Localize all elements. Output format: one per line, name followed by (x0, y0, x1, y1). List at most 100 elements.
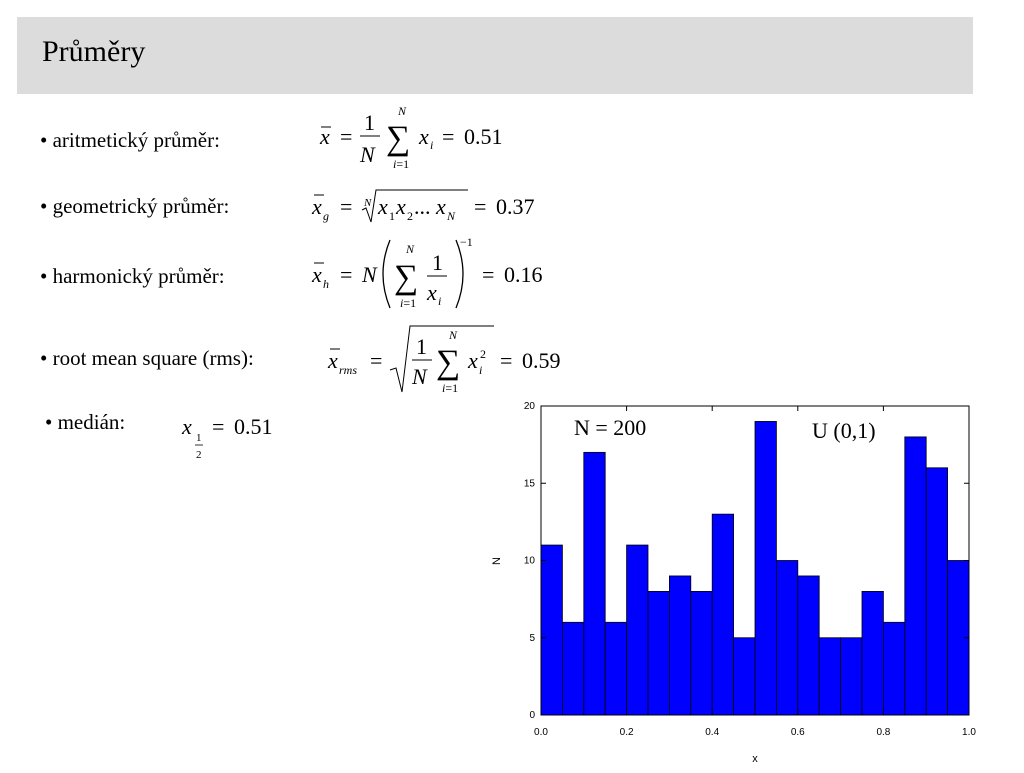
svg-text:1: 1 (364, 110, 375, 135)
svg-text:=: = (442, 124, 454, 149)
svg-text:=: = (474, 194, 486, 219)
x-tick-label: 0.6 (791, 727, 805, 738)
svg-text:2: 2 (407, 209, 413, 223)
bullet-geometric-mean: • geometrický průměr: (40, 194, 230, 218)
annotation-distribution: U (0,1) (812, 418, 876, 443)
svg-text:x: x (467, 348, 478, 373)
svg-text:=: = (340, 262, 352, 287)
median-result: 0.51 (234, 414, 273, 439)
svg-text:N: N (448, 328, 458, 342)
svg-text:x: x (418, 124, 429, 149)
svg-text:1: 1 (416, 334, 427, 359)
histogram-bar (882, 621, 906, 716)
svg-text:−1: −1 (460, 235, 473, 249)
formula-median: x 1 2 = 0.51 (180, 408, 290, 473)
histogram-bar (775, 560, 799, 716)
svg-text:i: i (438, 294, 441, 308)
histogram-bar (668, 575, 692, 716)
svg-text:=: = (212, 414, 224, 439)
svg-text:x: x (377, 194, 388, 219)
svg-text:N: N (411, 364, 428, 389)
svg-text:N: N (397, 104, 407, 118)
y-tick-label: 5 (529, 633, 535, 644)
bullet-arithmetic-mean: • aritmetický průměr: (40, 128, 220, 152)
histogram-bar (604, 621, 627, 716)
histogram-bar (711, 513, 734, 716)
svg-text:rms: rms (339, 363, 357, 377)
svg-text:=: = (340, 124, 352, 149)
svg-text:2: 2 (196, 449, 202, 461)
histogram-chart: 0.0 0.2 0.4 0.6 0.8 1.0 0 5 10 15 20 N = 200 U (0,… (490, 398, 990, 773)
x-tick-label: 0.2 (620, 727, 634, 738)
svg-text:∑: ∑ (394, 259, 418, 296)
histogram-bar (861, 590, 884, 716)
svg-text:=: = (370, 348, 382, 373)
bullet-harmonic-mean: • harmonický průměr: (40, 264, 225, 288)
histogram-bar (583, 451, 606, 716)
svg-text:2: 2 (480, 347, 486, 361)
svg-text:N: N (361, 262, 378, 287)
svg-text:i=1: i=1 (442, 381, 458, 395)
geometric-result: 0.37 (496, 194, 535, 219)
bullet-median: • medián: (45, 410, 126, 434)
histogram-svg: 0.0 0.2 0.4 0.6 0.8 1.0 0 5 10 15 20 N = 200 U (0,… (491, 401, 976, 765)
svg-text:x: x (319, 124, 330, 149)
histogram-bar (818, 637, 842, 716)
histogram-bar (647, 590, 670, 716)
y-tick-label: 0 (529, 710, 535, 721)
svg-text:x: x (181, 414, 192, 439)
x-axis-label: x (752, 753, 758, 765)
svg-text:x: x (435, 194, 446, 219)
svg-text:i: i (479, 363, 482, 377)
svg-text:x: x (311, 262, 322, 287)
svg-text:1: 1 (196, 432, 202, 444)
histogram-bar (797, 575, 820, 716)
svg-text:1: 1 (389, 209, 395, 223)
histogram-bar (540, 544, 563, 716)
formula-harmonic-mean: x h = N N ∑ i=1 1 x i −1 = 0.16 (310, 234, 560, 319)
formula-rms: x rms = 1 N N ∑ i=1 x 2 i = 0.59 (326, 322, 576, 403)
title-bar: Průměry (17, 17, 973, 94)
svg-text:g: g (323, 209, 329, 223)
svg-text:i=1: i=1 (393, 157, 409, 171)
x-tick-label: 1.0 (962, 727, 976, 738)
histogram-bar (562, 621, 585, 716)
bullet-rms: • root mean square (rms): (40, 346, 254, 370)
svg-text:N: N (446, 209, 456, 223)
formula-arithmetic-mean: x = 1 N N ∑ i=1 x i = 0.51 (318, 104, 518, 179)
svg-text:N: N (405, 242, 415, 256)
svg-text:=: = (340, 194, 352, 219)
formula-geometric-mean: x g = N x 1 x 2 ... x N = 0.37 (310, 186, 550, 241)
histogram-bar (754, 421, 777, 716)
svg-text:=: = (500, 348, 512, 373)
y-tick-label: 15 (524, 478, 536, 489)
svg-text:x: x (311, 194, 322, 219)
svg-text:∑: ∑ (436, 344, 460, 381)
histogram-bar (904, 436, 927, 716)
rms-result: 0.59 (522, 348, 561, 373)
svg-text:N: N (363, 197, 372, 209)
histogram-bar (690, 590, 713, 716)
y-tick-label: 10 (524, 556, 536, 567)
svg-text:h: h (323, 277, 329, 291)
arithmetic-result: 0.51 (464, 124, 503, 149)
histogram-bar (626, 544, 649, 716)
svg-text:∑: ∑ (386, 120, 410, 157)
svg-text:i: i (430, 138, 433, 152)
svg-text:i=1: i=1 (400, 296, 416, 310)
svg-text:1: 1 (432, 250, 443, 275)
y-tick-label: 20 (524, 401, 536, 412)
x-tick-label: 0.8 (876, 727, 890, 738)
y-axis-label: N (491, 557, 503, 565)
x-tick-label: 0.4 (705, 727, 719, 738)
page-title: Průměry (42, 35, 146, 68)
svg-text:x: x (395, 194, 406, 219)
histogram-bar (733, 637, 756, 716)
histogram-bar (925, 467, 949, 716)
harmonic-result: 0.16 (504, 262, 543, 287)
svg-text:...: ... (414, 194, 431, 219)
annotation-n: N = 200 (574, 415, 646, 440)
histogram-bar (840, 637, 863, 716)
svg-text:N: N (359, 142, 376, 167)
svg-text:x: x (327, 348, 338, 373)
